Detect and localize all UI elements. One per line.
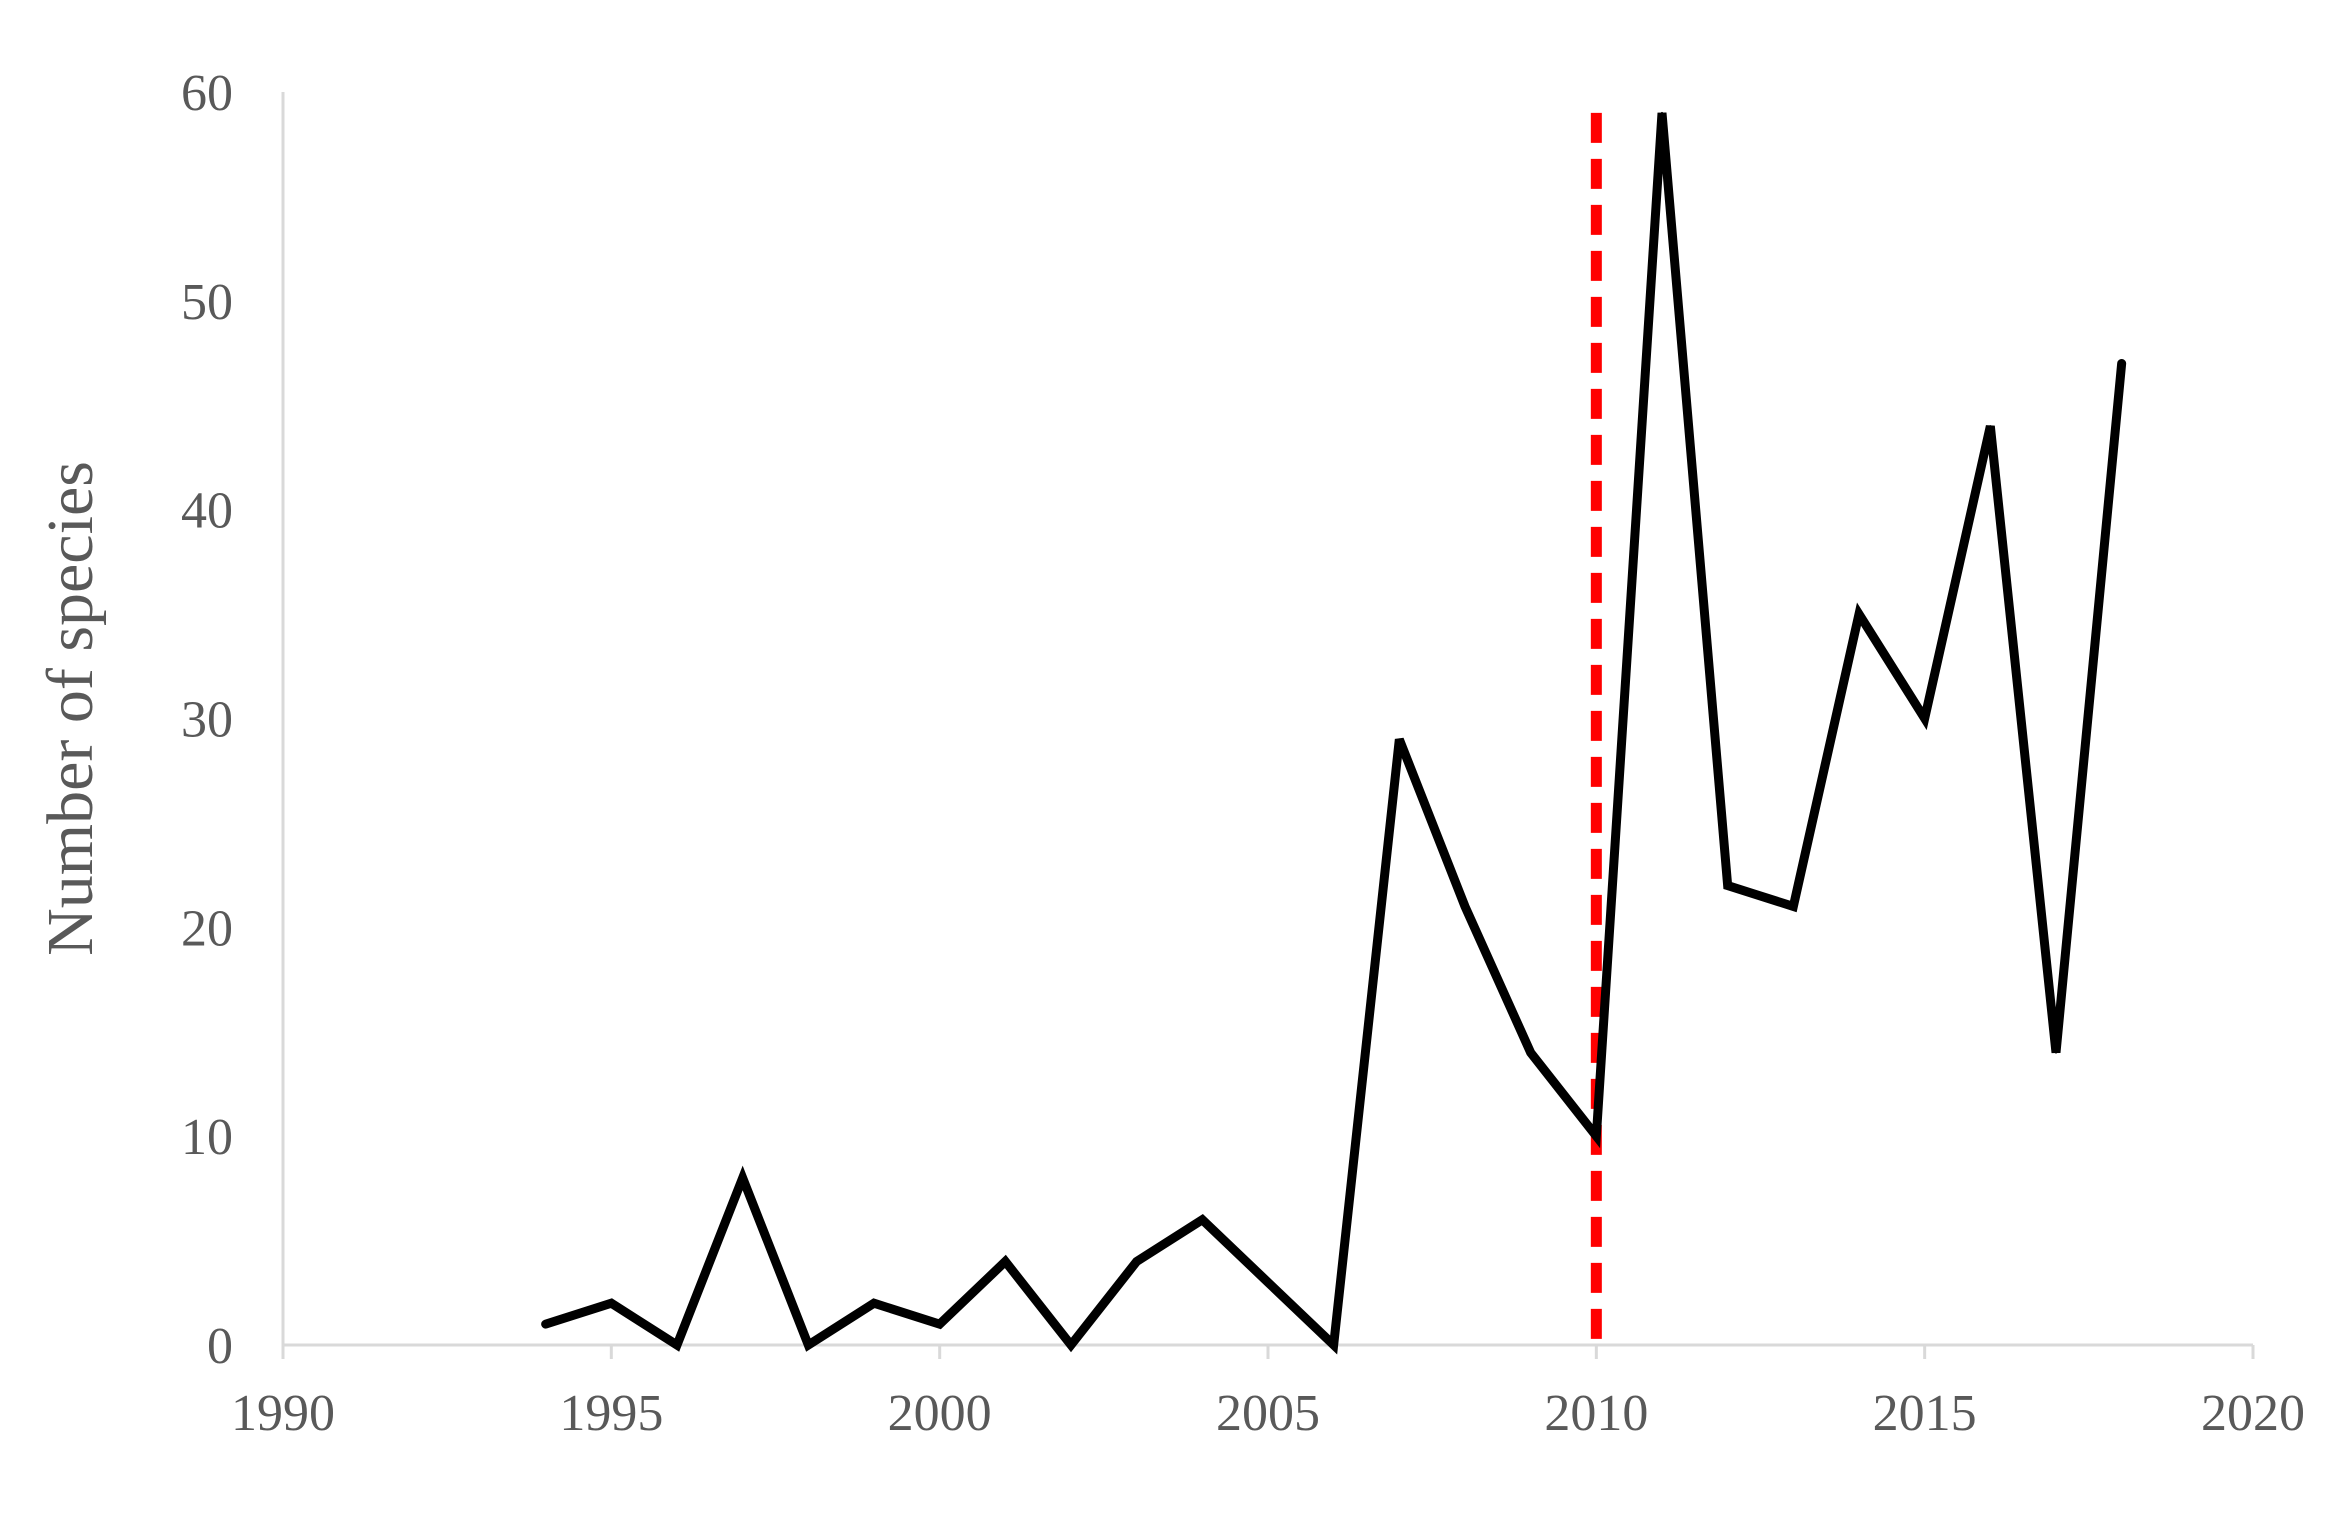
x-tick-label: 2000 [888,1385,992,1442]
data-point [807,1344,810,1346]
data-point [610,1302,613,1305]
data-point [1726,884,1729,887]
y-tick-label: 40 [181,483,233,540]
series [541,111,2127,1355]
series-line [541,112,2127,1355]
data-point [1464,905,1466,908]
x-tick-label: 2005 [1216,1385,1320,1442]
y-tick-label: 0 [207,1318,233,1375]
data-point [2120,362,2123,365]
data-point [1858,613,1860,616]
data-point [1070,1344,1072,1346]
data-point [1004,1260,1007,1263]
x-tick-label: 2020 [2201,1385,2305,1442]
data-point [1661,111,1663,114]
data-point [1595,1135,1598,1138]
x-tick-label: 1990 [231,1385,335,1442]
y-tick-label: 60 [181,65,233,122]
data-point [938,1323,941,1326]
y-tick-label: 20 [181,900,233,957]
y-tick-label: 10 [181,1109,233,1166]
data-point [2055,1051,2057,1054]
data-point [1135,1260,1138,1263]
data-point [1332,1344,1335,1346]
data-point [873,1302,875,1305]
data-point [1792,905,1795,908]
y-axis-title: Number of species [34,461,107,956]
y-tick-label: 30 [181,692,233,749]
data-point [1529,1051,1532,1054]
data-point [1201,1218,1204,1221]
data-point [1398,738,1401,741]
x-tick-label: 2010 [1544,1385,1648,1442]
y-tick-label: 50 [181,274,233,331]
tick-labels: 1990 1995 2000 2005 2010 2015 2020 0 10 20 30 40 50 6… [181,65,2305,1442]
data-point [544,1323,547,1326]
data-point [676,1344,678,1346]
data-point [1923,717,1926,720]
data-point [741,1176,744,1179]
data-point [1267,1281,1269,1284]
axes [281,92,2255,1359]
x-tick-label: 2015 [1873,1385,1977,1442]
data-point [1989,425,1992,428]
x-tick-label: 1995 [559,1385,663,1442]
